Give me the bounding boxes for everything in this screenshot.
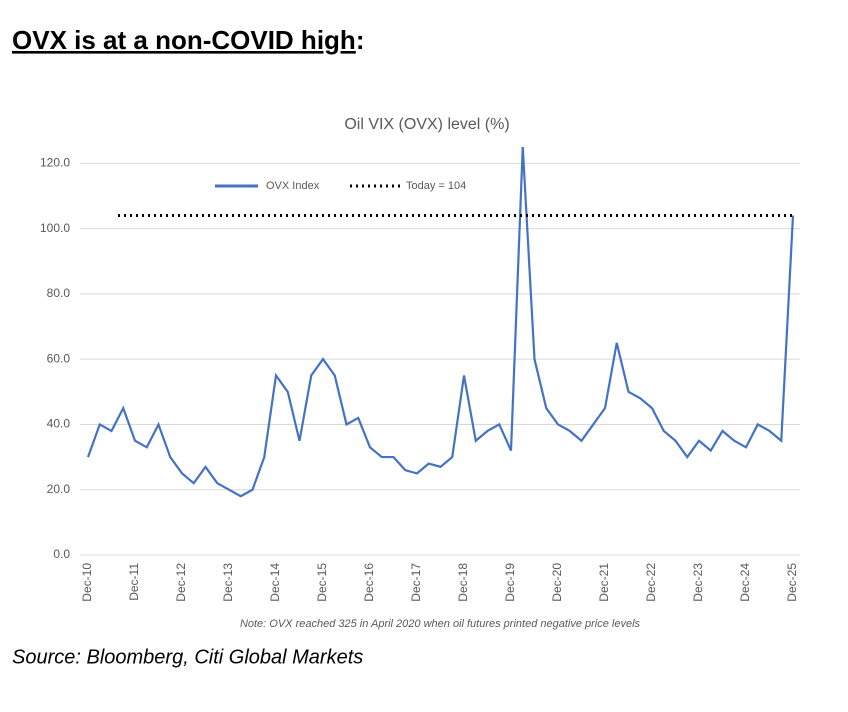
x-tick-label: Dec-14 [268,563,282,602]
y-tick-label: 60.0 [47,351,71,365]
x-tick-label: Dec-11 [127,563,141,601]
y-tick-label: 120.0 [40,155,70,169]
x-tick-label: Dec-16 [362,563,376,602]
x-tick-label: Dec-19 [503,563,517,602]
plot-area [86,147,795,498]
x-tick-label: Dec-17 [409,563,423,602]
x-tick-label: Dec-22 [644,563,658,602]
x-tick-label: Dec-24 [738,563,752,602]
x-tick-label: Dec-12 [174,563,188,602]
x-tick-label: Dec-25 [785,563,799,602]
x-tick-label: Dec-13 [221,563,235,602]
x-tick-label: Dec-23 [691,563,705,602]
source: Source: Bloomberg, Citi Global Markets [12,646,363,668]
y-tick-label: 40.0 [47,417,71,431]
x-tick-label: Dec-10 [80,563,94,602]
y-tick-label: 100.0 [40,221,70,235]
x-tick-label: Dec-15 [315,563,329,602]
heading: OVX is at a non-COVID high: [12,25,364,55]
legend-label: OVX Index [266,180,320,192]
x-tick-label: Dec-21 [597,563,611,602]
y-tick-label: 80.0 [47,286,71,300]
heading-text: OVX is at a non-COVID high [12,25,356,55]
x-tick-label: Dec-20 [550,563,564,602]
heading-suffix: : [356,25,365,55]
ovx-line [86,147,795,498]
y-tick-label: 20.0 [47,482,71,496]
x-tick-label: Dec-18 [456,563,470,602]
chart-title: Oil VIX (OVX) level (%) [344,116,509,133]
legend-label: Today = 104 [406,180,466,192]
note: Note: OVX reached 325 in April 2020 when… [240,618,641,630]
y-tick-label: 0.0 [53,547,70,561]
